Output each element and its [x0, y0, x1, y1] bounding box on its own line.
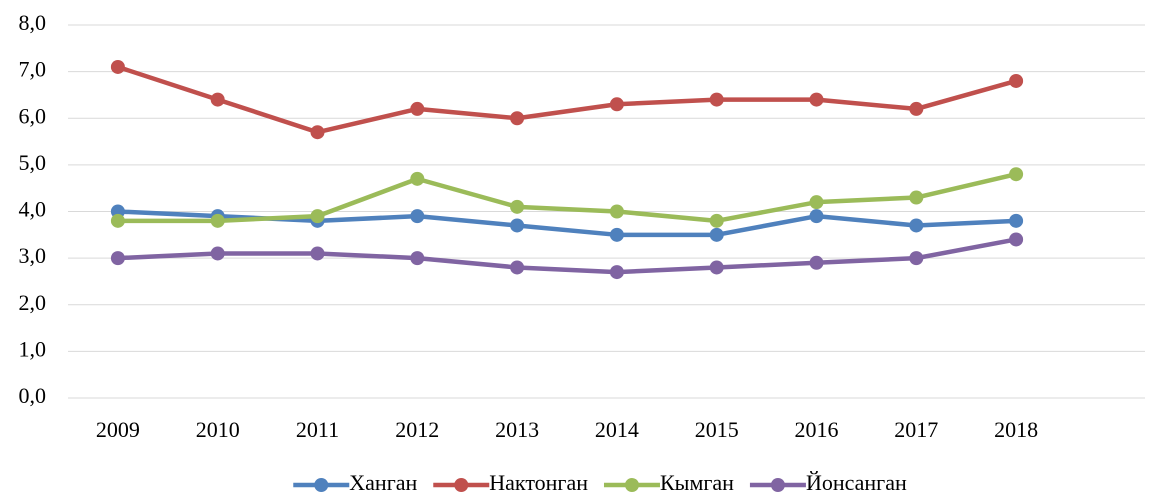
legend-label: Ханган	[349, 470, 417, 495]
series-line	[117, 64, 1017, 135]
data-point	[310, 209, 325, 224]
x-tick-label: 2011	[296, 417, 339, 442]
data-point	[709, 260, 724, 275]
data-point	[310, 246, 325, 261]
data-point	[1009, 167, 1024, 182]
legend-label: Йонсанган	[806, 470, 907, 495]
data-point	[809, 92, 824, 107]
y-tick-label: 8,0	[19, 10, 47, 35]
y-tick-label: 1,0	[19, 336, 47, 361]
data-point	[410, 209, 425, 224]
x-tick-label: 2015	[695, 417, 739, 442]
x-tick-label: 2010	[196, 417, 240, 442]
data-point	[909, 218, 924, 233]
data-point	[609, 97, 624, 112]
legend-marker	[770, 478, 785, 492]
data-point	[809, 255, 824, 270]
data-point	[310, 125, 325, 140]
legend-item: Кымган	[603, 470, 734, 495]
y-tick-label: 0,0	[19, 383, 47, 408]
data-point	[110, 59, 125, 74]
y-tick-label: 5,0	[19, 150, 47, 175]
data-point	[809, 209, 824, 224]
data-point	[909, 101, 924, 116]
legend: Ханган Нактонган Кымган Йонсанган	[293, 470, 907, 495]
data-point	[609, 227, 624, 242]
data-point	[510, 218, 525, 233]
data-point	[709, 213, 724, 228]
data-point	[809, 195, 824, 210]
data-point	[1009, 73, 1024, 88]
data-point	[210, 213, 225, 228]
data-point	[410, 251, 425, 266]
legend-label: Кымган	[660, 470, 734, 495]
legend-marker	[624, 478, 639, 492]
x-tick-label: 2012	[395, 417, 439, 442]
legend-marker	[454, 478, 469, 492]
x-tick-label: 2017	[894, 417, 938, 442]
data-point	[709, 227, 724, 242]
x-tick-label: 2013	[495, 417, 539, 442]
data-point	[609, 265, 624, 280]
legend-label: Нактонган	[489, 470, 588, 495]
data-point	[909, 251, 924, 266]
data-point	[510, 260, 525, 275]
y-tick-label: 7,0	[19, 57, 47, 82]
legend-item: Йонсанган	[749, 470, 907, 495]
y-tick-label: 3,0	[19, 243, 47, 268]
x-tick-label: 2009	[96, 417, 140, 442]
series-line	[117, 172, 1017, 224]
y-tick-label: 6,0	[19, 103, 47, 128]
x-tick-label: 2016	[795, 417, 839, 442]
series-line	[117, 237, 1017, 275]
legend-marker	[314, 478, 329, 492]
x-tick-label: 2014	[595, 417, 639, 442]
data-point	[210, 92, 225, 107]
y-tick-label: 4,0	[19, 197, 47, 222]
data-point	[709, 92, 724, 107]
data-point	[510, 111, 525, 126]
data-point	[909, 190, 924, 205]
x-tick-label: 2018	[994, 417, 1038, 442]
data-point	[609, 204, 624, 219]
data-point	[110, 213, 125, 228]
data-point	[1009, 232, 1024, 247]
data-point	[510, 199, 525, 214]
y-tick-label: 2,0	[19, 290, 47, 315]
legend-item: Нактонган	[433, 470, 588, 495]
data-point	[410, 171, 425, 186]
data-point	[110, 251, 125, 266]
series-line	[117, 209, 1017, 238]
data-point	[410, 101, 425, 116]
legend-item: Ханган	[293, 470, 417, 495]
data-point	[1009, 213, 1024, 228]
data-point	[210, 246, 225, 261]
